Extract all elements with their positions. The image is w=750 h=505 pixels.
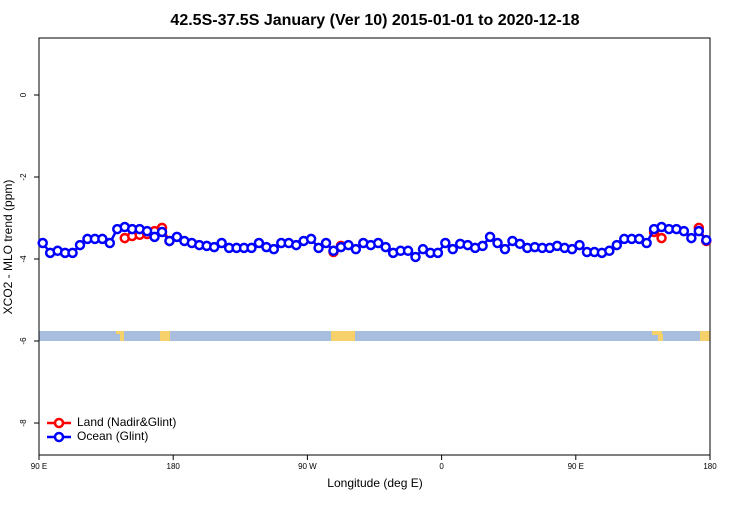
data-point	[74, 239, 86, 251]
data-point	[410, 251, 421, 263]
data-point	[97, 233, 108, 245]
data-point	[37, 237, 48, 249]
y-tick-label: 0	[19, 92, 28, 97]
data-point	[693, 225, 705, 237]
data-point	[313, 242, 324, 254]
data-point	[380, 241, 391, 253]
x-tick-label: 180	[703, 462, 717, 471]
data-point	[372, 237, 384, 249]
data-point	[611, 239, 623, 251]
y-tick-label: -6	[19, 337, 28, 345]
x-tick-label: 90 E	[568, 462, 584, 471]
y-tick-label: -8	[19, 419, 28, 427]
data-point	[477, 240, 488, 252]
data-point	[343, 239, 354, 251]
data-point	[656, 232, 667, 244]
data-point	[290, 239, 302, 251]
legend-marker	[53, 431, 65, 443]
x-tick-label: 180	[167, 462, 181, 471]
data-point	[156, 226, 168, 238]
legend-marker	[53, 417, 65, 429]
legend-label: Land (Nadir&Glint)	[77, 415, 176, 429]
data-point	[208, 241, 220, 253]
data-point	[686, 232, 697, 244]
data-point	[678, 225, 690, 237]
data-point	[499, 243, 511, 255]
data-point	[402, 245, 414, 257]
data-point	[604, 245, 615, 257]
data-point	[484, 231, 496, 243]
data-point	[514, 238, 526, 250]
data-point	[566, 243, 578, 255]
data-point	[149, 231, 160, 243]
x-axis-label: Longitude (deg E)	[327, 476, 422, 490]
data-point	[492, 237, 503, 249]
y-axis-label: XCO2 - MLO trend (ppm)	[1, 180, 15, 315]
legend-label: Ocean (Glint)	[77, 429, 148, 443]
chart-title: 42.5S-37.5S January (Ver 10) 2015-01-01 …	[170, 12, 579, 29]
data-point	[641, 237, 652, 249]
data-point	[320, 237, 332, 249]
data-point	[447, 243, 459, 255]
data-point	[268, 243, 280, 255]
data-point	[141, 225, 153, 237]
x-tick-label: 90 E	[31, 462, 47, 471]
data-point	[440, 237, 451, 249]
x-tick-label: 90 W	[298, 462, 317, 471]
data-point	[305, 233, 317, 245]
data-point	[67, 247, 78, 259]
data-point	[701, 234, 712, 246]
data-point	[574, 239, 585, 251]
data-point	[171, 231, 183, 243]
x-tick-label: 0	[439, 462, 444, 471]
y-tick-label: -4	[19, 255, 28, 263]
data-point	[104, 237, 116, 249]
data-point	[164, 235, 175, 247]
data-point	[633, 233, 645, 245]
land-ocean-mask	[39, 331, 710, 341]
y-tick-label: -2	[19, 173, 28, 181]
data-point	[246, 242, 257, 254]
data-point	[216, 237, 227, 249]
data-point	[350, 243, 362, 255]
data-point	[432, 247, 444, 259]
data-point	[253, 237, 265, 249]
